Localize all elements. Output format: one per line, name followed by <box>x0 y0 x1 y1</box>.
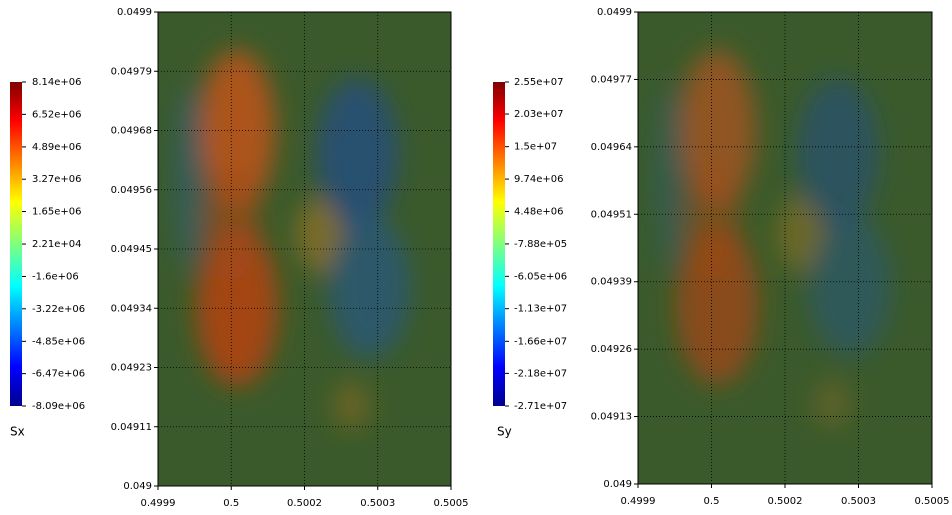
y-tick-label: 0.04979 <box>111 66 152 77</box>
colorbar-tick-label: -1.13e+07 <box>514 304 567 315</box>
heatmap-blob <box>682 167 741 282</box>
heatmap-blob <box>652 82 683 272</box>
x-tick-label: 0.5005 <box>915 496 950 507</box>
heatmap-blob <box>199 49 276 212</box>
colorbar-tick-label: 9.74e+06 <box>514 174 564 185</box>
y-tick-label: 0.049 <box>123 481 152 492</box>
x-tick-label: 0.5003 <box>360 498 395 509</box>
colorbar-tick-label: -1.6e+06 <box>32 271 79 282</box>
x-tick-label: 0.4999 <box>141 498 176 509</box>
colorbar-tick-label: -3.22e+06 <box>32 304 85 315</box>
heatmap-blob <box>808 214 891 357</box>
heatmap-blob <box>776 196 824 272</box>
x-tick-label: 0.5002 <box>768 496 803 507</box>
colorbar-tick-label: -6.05e+06 <box>514 271 567 282</box>
heatmap-field <box>652 49 891 428</box>
y-tick-label: 0.04968 <box>111 126 152 137</box>
colorbar-tick-label: -8.09e+06 <box>32 401 85 412</box>
heatmap-blob <box>796 78 880 230</box>
colorbar-tick-label: -2.18e+07 <box>514 368 567 379</box>
x-tick-label: 0.5005 <box>434 498 469 509</box>
y-tick-label: 0.04956 <box>111 185 152 196</box>
colorbar-tick-label: -2.71e+07 <box>514 401 567 412</box>
colorbar-tick-label: -1.66e+07 <box>514 336 567 347</box>
colorbar <box>493 82 505 406</box>
colorbar-title: Sy <box>497 425 512 439</box>
colorbar-tick-label: 2.03e+07 <box>514 109 564 120</box>
colorbar-tick-label: 4.89e+06 <box>32 142 82 153</box>
heatmap-blob <box>333 381 369 430</box>
colorbar-tick-label: 2.21e+04 <box>32 239 82 250</box>
colorbar-tick-label: 2.55e+07 <box>514 77 564 88</box>
y-tick-label: 0.04951 <box>591 209 632 220</box>
x-tick-label: 0.5002 <box>287 498 322 509</box>
heatmap-blob <box>172 83 202 273</box>
colorbar-tick-label: -6.47e+06 <box>32 369 85 380</box>
colorbar-tick-label: 1.65e+06 <box>32 207 82 218</box>
heatmap-blob <box>327 215 410 359</box>
y-tick-label: 0.04926 <box>591 344 632 355</box>
colorbar <box>10 82 22 406</box>
heatmap-blob <box>679 49 756 211</box>
heatmap-blob <box>316 78 399 231</box>
colorbar-tick-label: -7.88e+05 <box>514 239 567 250</box>
heatmap-blob <box>814 380 850 428</box>
y-tick-label: 0.04977 <box>591 74 632 85</box>
colorbar-tick-label: 6.52e+06 <box>32 109 82 120</box>
y-tick-label: 0.04964 <box>591 142 632 153</box>
colorbar-tick-label: 3.27e+06 <box>32 174 82 185</box>
y-tick-label: 0.04911 <box>111 422 152 433</box>
y-tick-label: 0.04934 <box>111 303 152 314</box>
heatmap-blob <box>295 196 343 273</box>
colorbar-title: Sx <box>10 425 25 439</box>
y-tick-label: 0.04913 <box>591 412 632 423</box>
x-tick-label: 0.5003 <box>841 496 876 507</box>
y-tick-label: 0.04939 <box>591 277 632 288</box>
x-tick-label: 0.5 <box>704 496 720 507</box>
plot-frame <box>157 11 452 487</box>
x-tick-label: 0.4999 <box>621 496 656 507</box>
y-tick-label: 0.0499 <box>597 7 632 18</box>
colorbar-tick-label: 8.14e+06 <box>32 77 82 88</box>
colorbar-tick-label: -4.85e+06 <box>32 336 85 347</box>
x-tick-label: 0.5 <box>223 498 239 509</box>
colorbar-tick-label: 4.48e+06 <box>514 206 564 217</box>
y-tick-label: 0.049 <box>603 479 632 490</box>
y-tick-label: 0.0499 <box>117 7 152 18</box>
y-tick-label: 0.04945 <box>111 244 152 255</box>
plot-frame <box>637 11 933 485</box>
colorbar-tick-label: 1.5e+07 <box>514 142 557 153</box>
y-tick-label: 0.04923 <box>111 363 152 374</box>
